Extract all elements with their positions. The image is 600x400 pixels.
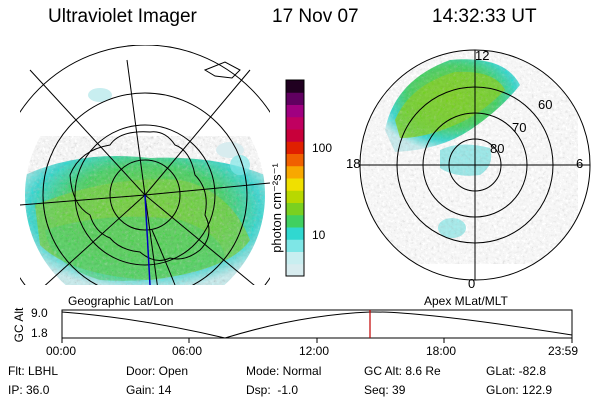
- colorbar-segment: [286, 190, 304, 203]
- colorbar-segment: [286, 239, 304, 252]
- info-dsp: Dsp: -1.0: [246, 383, 299, 397]
- mlat-70-label: 70: [512, 120, 527, 135]
- colorbar-segment: [286, 202, 304, 216]
- image-date: 17 Nov 07: [272, 6, 359, 27]
- altitude-curve: [61, 311, 573, 339]
- colorbar-segment: [286, 165, 304, 179]
- info-glat: GLat: -82.8: [486, 364, 547, 378]
- colorbar-segment: [286, 104, 304, 118]
- time-tick-1800: 18:00: [426, 344, 457, 358]
- altitude-ylabel: GC Alt: [12, 307, 26, 343]
- left-map-caption: Geographic Lat/Lon: [68, 294, 174, 308]
- colorbar-segment: [286, 129, 304, 142]
- colorbar-segment: [286, 178, 304, 191]
- colorbar-segment: [286, 251, 304, 265]
- mlt-12-label: 12: [475, 48, 490, 63]
- mlt-00-label: 0: [468, 276, 476, 291]
- time-tick-1200: 12:00: [299, 344, 330, 358]
- instrument-title: Ultraviolet Imager: [48, 6, 197, 27]
- colorbar-segment: [286, 153, 304, 167]
- right-map-caption: Apex MLat/MLT: [424, 294, 508, 308]
- altitude-ytick-low: 1.8: [31, 326, 48, 340]
- time-tick-2359: 23:59: [548, 344, 579, 358]
- colorbar-segment: [286, 263, 304, 277]
- colorbar-label: photon cm⁻²s⁻¹: [269, 163, 284, 253]
- colorbar: [286, 80, 304, 277]
- info-seq: Seq: 39: [364, 383, 406, 397]
- colorbar-tick-100: 100: [312, 141, 333, 155]
- colorbar-tick-10: 10: [312, 228, 326, 242]
- altitude-ytick-high: 9.0: [31, 306, 48, 320]
- colorbar-segment: [286, 214, 304, 228]
- info-ip: IP: 36.0: [8, 383, 50, 397]
- colorbar-segment: [286, 92, 304, 105]
- info-glon: GLon: 122.9: [486, 383, 553, 397]
- altitude-plot: [61, 309, 573, 343]
- mlt-18-label: 18: [346, 156, 361, 171]
- colorbar-segment: [286, 116, 304, 130]
- info-mode: Mode: Normal: [246, 364, 322, 378]
- mlat-60-label: 60: [538, 97, 553, 112]
- mlat-80-label: 80: [490, 141, 505, 156]
- info-gcalt: GC Alt: 8.6 Re: [364, 364, 441, 378]
- magnetic-map: [359, 49, 591, 281]
- info-door: Door: Open: [126, 364, 189, 378]
- colorbar-segment: [286, 227, 304, 240]
- geographic-map: [20, 45, 270, 285]
- info-gain: Gain: 14: [126, 383, 172, 397]
- image-time: 14:32:33 UT: [432, 6, 537, 27]
- coastline: [69, 131, 210, 261]
- colorbar-segment: [286, 141, 304, 154]
- time-tick-0000: 00:00: [46, 344, 77, 358]
- time-tick-0600: 06:00: [172, 344, 203, 358]
- colorbar-segment: [286, 80, 304, 93]
- info-flt: Flt: LBHL: [8, 364, 59, 378]
- mlt-06-label: 6: [576, 156, 584, 171]
